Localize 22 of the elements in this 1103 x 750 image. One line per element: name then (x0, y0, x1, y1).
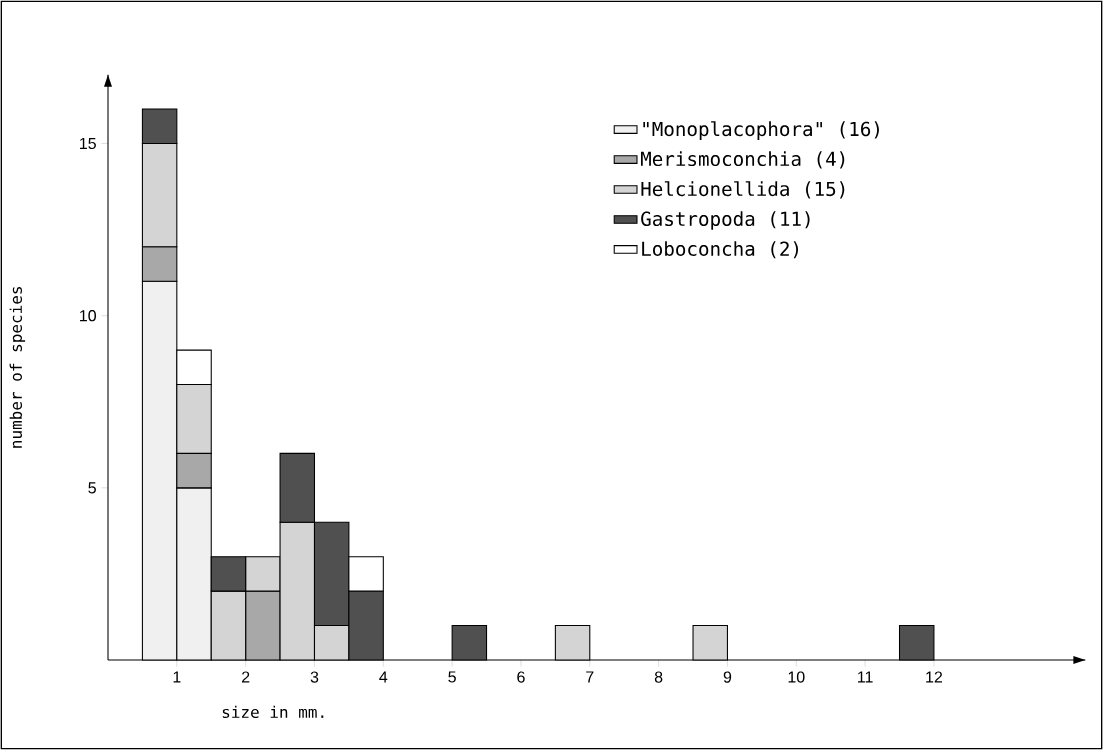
y-tick-label: 10 (80, 310, 96, 322)
legend-label: Loboconcha (2) (642, 241, 799, 259)
x-tick-label: 9 (723, 671, 732, 683)
legend-label: "Monoplacophora" (16) (643, 121, 879, 140)
x-tick-label: 4 (379, 671, 388, 683)
x-tick-label: 5 (448, 671, 456, 683)
x-tick-label: 1 (173, 671, 181, 683)
x-tick-label: 11 (858, 671, 873, 683)
x-axis-title: size in mm. (222, 705, 324, 719)
x-tick-label: 8 (654, 671, 663, 683)
x-tick-label: 3 (310, 671, 319, 683)
x-tick-label: 2 (242, 671, 250, 683)
y-tick-label: 15 (80, 137, 96, 150)
x-tick-label: 12 (926, 671, 943, 683)
y-axis-title: number of species (9, 287, 26, 448)
legend-label: Helcionellida (15) (641, 181, 845, 199)
x-tick-label: 6 (517, 671, 525, 683)
y-tick-label: 5 (88, 482, 96, 494)
legend-label: Merismoconchia (4) (641, 151, 845, 169)
x-tick-label: 7 (586, 671, 594, 683)
x-tick-label: 10 (788, 671, 805, 683)
legend-label: Gastropoda (11) (641, 211, 810, 230)
